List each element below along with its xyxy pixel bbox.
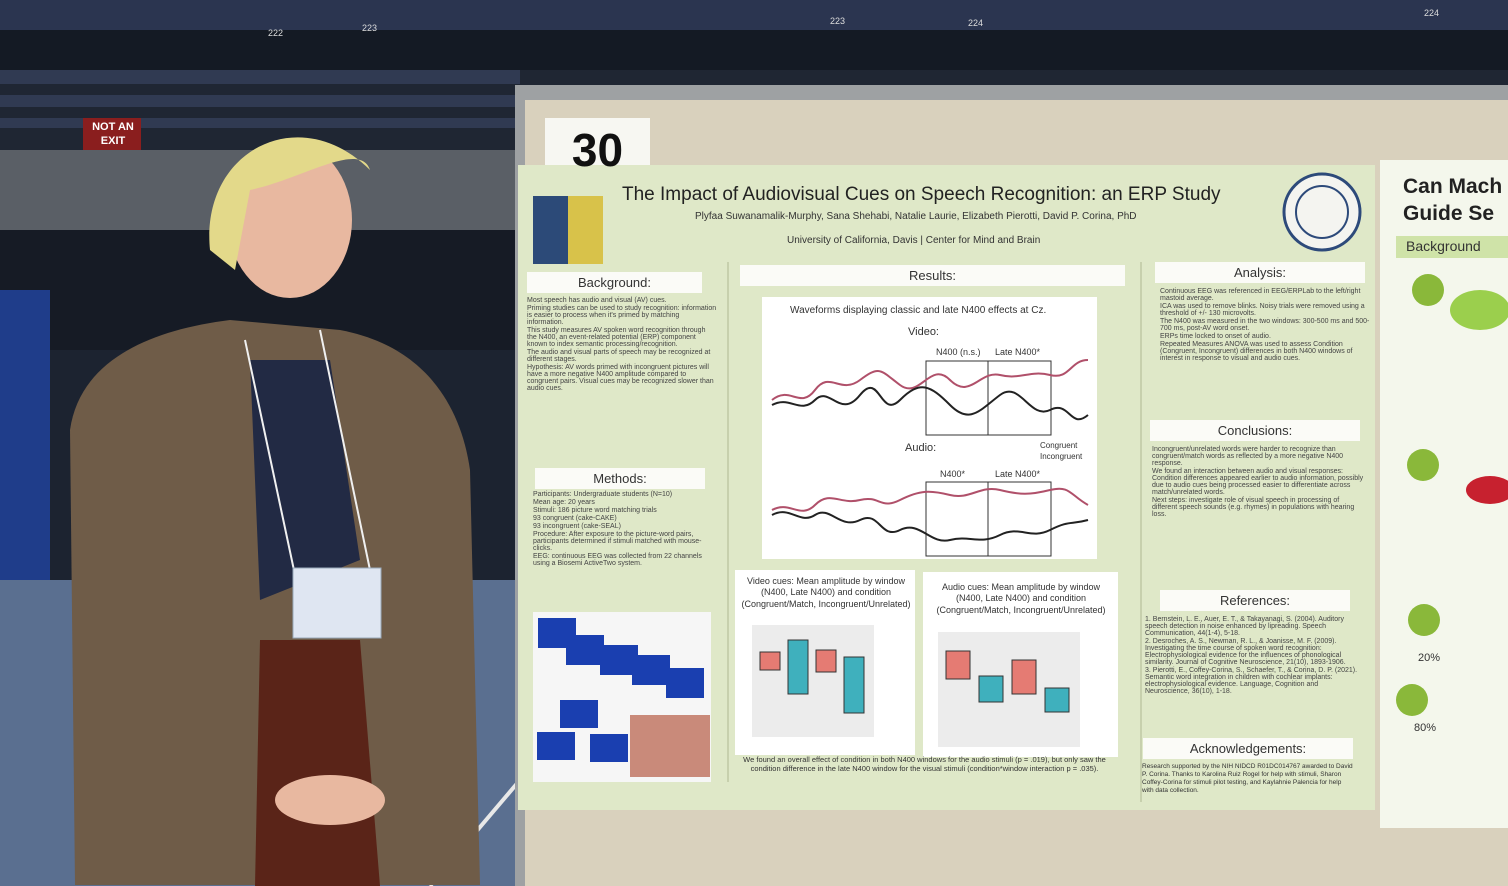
list-text: Participants: Undergraduate students (N=… <box>533 491 673 498</box>
section-number: 224 <box>1424 8 1440 18</box>
list-text: Hypothesis: AV words primed with incongr… <box>527 364 714 392</box>
list-text: The N400 was measured in the two windows… <box>1160 318 1370 332</box>
legend-entry: Congruent <box>1040 441 1078 450</box>
exit-sign: NOT AN EXIT <box>92 121 134 147</box>
list-item: ICA was used to remove blinks. Noisy tri… <box>1160 303 1370 317</box>
list-item: Next steps: investigate role of visual s… <box>1152 497 1364 518</box>
poster-affiliation: University of California, Davis | Center… <box>787 235 1041 246</box>
list-item: 93 congruent (cake-CAKE) <box>533 515 718 522</box>
list-text: This study measures AV spoken word recog… <box>527 327 706 348</box>
list-text: 93 congruent (cake-CAKE) <box>533 515 617 522</box>
list-text: The audio and visual parts of speech may… <box>527 349 711 363</box>
analysis-list: Continuous EEG was referenced in EEG/ERP… <box>1160 288 1370 363</box>
acknowledgements: Research supported by the NIH NIDCD R01D… <box>1142 763 1353 795</box>
poster-authors: Plyfaa Suwanamalik-Murphy, Sana Shehabi,… <box>695 211 1137 222</box>
section-heading: Acknowledgements: <box>1143 738 1353 759</box>
list-text: Continuous EEG was referenced in EEG/ERP… <box>1160 288 1361 302</box>
list-text: EEG: continuous EEG was collected from 2… <box>533 553 702 567</box>
list-item: 2. Desroches, A. S., Newman, R. L., & Jo… <box>1145 638 1360 666</box>
figure-title: Waveforms displaying classic and late N4… <box>790 305 1047 316</box>
references-list: 1. Bernstein, L. E., Auer, E. T., & Taka… <box>1145 616 1360 696</box>
section-heading: Analysis: <box>1155 262 1365 283</box>
list-text: 3. Pierotti, E., Coffey-Corina, S., Scha… <box>1145 667 1358 695</box>
list-text: Incongruent/unrelated words were harder … <box>1152 446 1344 467</box>
neighbor-label: 80% <box>1414 722 1437 734</box>
section-heading: References: <box>1160 590 1350 611</box>
window-label: N400* <box>940 469 966 479</box>
list-item: 93 incongruent (cake-SEAL) <box>533 523 718 530</box>
section-number: 222 <box>268 28 284 38</box>
panel-label: Audio: <box>905 442 937 454</box>
list-item: Participants: Undergraduate students (N=… <box>533 491 718 498</box>
list-item: ERPs time locked to onset of audio. <box>1160 333 1370 340</box>
audio-cues: Audio cues: Mean amplitude by window (N4… <box>936 582 1106 615</box>
list-text: We found an interaction between audio an… <box>1152 468 1364 496</box>
list-item: EEG: continuous EEG was collected from 2… <box>533 553 718 567</box>
list-item: Incongruent/unrelated words were harder … <box>1152 446 1364 467</box>
window-label: Late N400* <box>995 469 1041 479</box>
list-text: Priming studies can be used to study rec… <box>527 305 717 326</box>
methods-list: Participants: Undergraduate students (N=… <box>533 491 718 568</box>
section-heading: Conclusions: <box>1150 420 1360 441</box>
list-text: 2. Desroches, A. S., Newman, R. L., & Jo… <box>1145 638 1346 666</box>
section-number: 224 <box>968 18 984 28</box>
list-text: Repeated Measures ANOVA was used to asse… <box>1160 341 1353 362</box>
neighbor-title: Guide Se <box>1403 202 1495 225</box>
list-text: ERPs time locked to onset of audio. <box>1160 333 1271 340</box>
section-number: 223 <box>362 23 378 33</box>
panel-label: Video: <box>908 326 939 338</box>
section-number: 223 <box>830 16 846 26</box>
board-number: 30 <box>571 124 624 176</box>
poster-title: The Impact of Audiovisual Cues on Speech… <box>622 184 1221 205</box>
list-text: 93 incongruent (cake-SEAL) <box>533 523 621 530</box>
list-item: The audio and visual parts of speech may… <box>527 349 717 363</box>
list-item: Procedure: After exposure to the picture… <box>533 531 718 552</box>
list-item: Continuous EEG was referenced in EEG/ERP… <box>1160 288 1370 302</box>
video-cues: Video cues: Mean amplitude by window (N4… <box>741 576 911 609</box>
list-text: ICA was used to remove blinks. Noisy tri… <box>1160 303 1365 317</box>
list-item: We found an interaction between audio an… <box>1152 468 1364 496</box>
list-item: This study measures AV spoken word recog… <box>527 327 717 348</box>
list-item: Mean age: 20 years <box>533 499 718 506</box>
list-text: Mean age: 20 years <box>533 499 595 506</box>
section-heading: Methods: <box>535 468 705 489</box>
list-item: Stimuli: 186 picture word matching trial… <box>533 507 718 514</box>
section-heading: Results: <box>740 265 1125 286</box>
list-text: 1. Bernstein, L. E., Auer, E. T., & Taka… <box>1145 616 1344 637</box>
list-item: The N400 was measured in the two windows… <box>1160 318 1370 332</box>
list-text: Most speech has audio and visual (AV) cu… <box>527 297 667 304</box>
neighbor-title: Can Mach <box>1403 175 1503 198</box>
list-text: Stimuli: 186 picture word matching trial… <box>533 507 657 514</box>
list-text: Procedure: After exposure to the picture… <box>533 531 702 552</box>
list-item: 3. Pierotti, E., Coffey-Corina, S., Scha… <box>1145 667 1360 695</box>
list-text: Next steps: investigate role of visual s… <box>1152 497 1355 518</box>
neighbor-heading: Background <box>1396 236 1508 258</box>
list-item: Priming studies can be used to study rec… <box>527 305 717 326</box>
list-item: 1. Bernstein, L. E., Auer, E. T., & Taka… <box>1145 616 1360 637</box>
list-item: Most speech has audio and visual (AV) cu… <box>527 297 717 304</box>
neighbor-label: 20% <box>1418 652 1441 664</box>
section-heading: Background: <box>527 272 702 293</box>
conclusions-list: Incongruent/unrelated words were harder … <box>1152 446 1364 519</box>
list-item: Repeated Measures ANOVA was used to asse… <box>1160 341 1370 362</box>
window-label: Late N400* <box>995 347 1041 357</box>
legend-entry: Incongruent <box>1040 452 1083 461</box>
list-item: Hypothesis: AV words primed with incongr… <box>527 364 717 392</box>
background-list: Most speech has audio and visual (AV) cu… <box>527 297 717 393</box>
results-summary: We found an overall effect of condition … <box>743 755 1106 774</box>
window-label: N400 (n.s.) <box>936 347 981 357</box>
